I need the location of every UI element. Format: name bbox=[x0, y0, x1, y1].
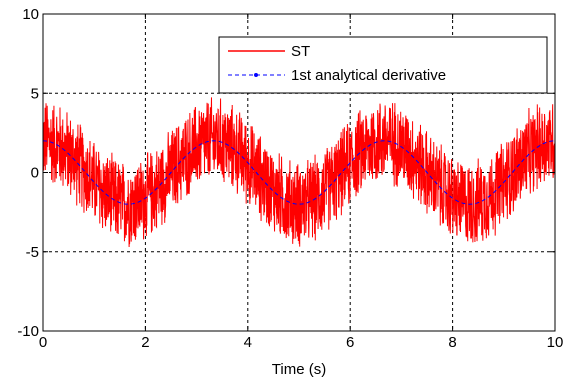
legend-label-derivative: 1st analytical derivative bbox=[291, 67, 446, 84]
legend-label-st: ST bbox=[291, 43, 310, 60]
x-tick-label: 2 bbox=[141, 334, 149, 351]
y-tick-label: -5 bbox=[26, 244, 39, 261]
x-tick-label: 10 bbox=[547, 334, 564, 351]
series-layer bbox=[42, 97, 556, 248]
x-tick-label: 6 bbox=[346, 334, 354, 351]
x-tick-label: 4 bbox=[244, 334, 252, 351]
x-tick-label: 0 bbox=[39, 334, 47, 351]
ticks: 0 2 4 6 8 10 -10 -5 0 5 10 bbox=[17, 6, 563, 351]
y-tick-label: -10 bbox=[17, 323, 39, 340]
x-axis-label: Time (s) bbox=[272, 361, 326, 378]
legend: ST 1st analytical derivative bbox=[218, 36, 548, 94]
y-tick-label: 5 bbox=[31, 85, 39, 102]
legend-marker-derivative bbox=[254, 73, 258, 77]
series-derivative-line bbox=[42, 140, 556, 205]
legend-box bbox=[218, 36, 548, 94]
y-tick-label: 10 bbox=[22, 6, 39, 23]
series-st-line bbox=[42, 97, 556, 248]
y-tick-label: 0 bbox=[31, 165, 39, 182]
x-tick-label: 8 bbox=[448, 334, 456, 351]
